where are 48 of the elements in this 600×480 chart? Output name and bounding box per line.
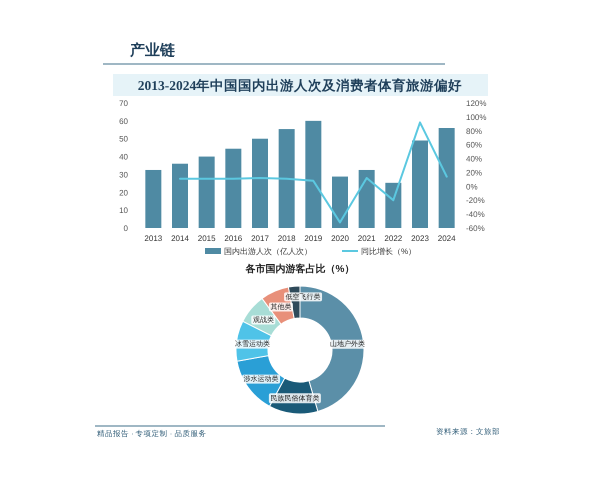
y-tick-label: 30	[119, 170, 129, 180]
x-tick-label: 2018	[278, 234, 296, 243]
y2-tick-label: -20%	[466, 196, 485, 206]
x-tick-label: 2023	[411, 234, 430, 243]
y2-tick-label: 120%	[466, 99, 486, 108]
y-tick-label: 70	[119, 99, 129, 108]
bar	[145, 170, 162, 228]
bar	[358, 170, 375, 228]
y2-tick-label: 80%	[466, 126, 482, 136]
chart-title: 2013-2024年中国国内出游人次及消费者体育旅游偏好	[138, 77, 462, 93]
y2-tick-label: 100%	[466, 112, 486, 122]
x-tick-label: 2017	[251, 234, 270, 243]
x-tick-label: 2020	[331, 234, 350, 243]
y2-tick-label: -40%	[466, 210, 485, 220]
legend-label: 国内出游人次（亿人次）	[224, 247, 312, 256]
bar	[172, 164, 188, 228]
y2-tick-label: 0%	[466, 182, 478, 192]
bar	[332, 176, 348, 228]
x-tick-label: 2015	[198, 234, 216, 243]
x-tick-label: 2019	[304, 234, 323, 243]
chart-title: 各市国内游客占比（%）	[244, 263, 354, 275]
y-tick-label: 0	[124, 224, 129, 233]
bar	[412, 140, 428, 228]
bar	[305, 120, 322, 228]
x-tick-label: 2024	[438, 234, 456, 243]
x-tick-label: 2013	[144, 234, 163, 243]
y2-tick-label: -60%	[466, 224, 485, 233]
y-tick-label: 20	[119, 188, 129, 198]
x-tick-label: 2016	[224, 234, 243, 243]
x-tick-label: 2021	[358, 234, 376, 243]
x-tick-label: 2014	[171, 234, 190, 243]
y2-tick-label: 40%	[466, 154, 482, 164]
x-tick-label: 2022	[384, 234, 403, 243]
y2-tick-label: 60%	[466, 140, 482, 150]
bar	[198, 156, 215, 228]
y-tick-label: 10	[119, 206, 129, 216]
bar	[385, 182, 402, 228]
text: 产业链	[129, 42, 176, 59]
bar	[225, 148, 242, 228]
y-tick-label: 60	[119, 116, 129, 126]
y2-tick-label: 20%	[466, 168, 482, 178]
bar	[438, 128, 455, 228]
line-series	[179, 121, 448, 224]
legend-label: 同比增长（%）	[361, 247, 416, 256]
y-tick-label: 40	[119, 152, 129, 162]
bar	[278, 129, 295, 228]
y-tick-label: 50	[119, 134, 129, 144]
bar	[252, 138, 268, 228]
